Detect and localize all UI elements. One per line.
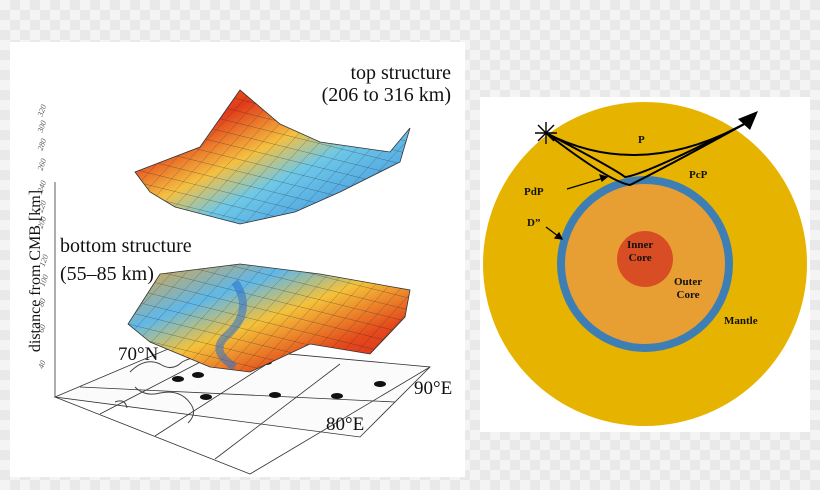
- bottom-structure-range: (55–85 km): [60, 263, 154, 285]
- surface-plot-graphic: [53, 89, 431, 475]
- bottom-structure-label: bottom structure (55–85 km): [60, 232, 192, 288]
- ray-paths: [545, 121, 749, 187]
- label-pointer-arrows: [545, 174, 609, 240]
- inner-core-label-line1: Inner: [627, 239, 654, 251]
- longitude-label-90e: 90°E: [414, 378, 453, 399]
- latitude-label: 70°N: [118, 344, 159, 365]
- base-plane: [53, 182, 431, 475]
- top-structure-label: top structure (206 to 316 km): [322, 62, 451, 106]
- inner-core-label: Inner Core: [627, 239, 653, 265]
- left-figure-panel: top structure (206 to 316 km) bottom str…: [10, 42, 465, 477]
- top-surface: [134, 89, 411, 225]
- top-structure-range: (206 to 316 km): [321, 84, 451, 106]
- p-wave-label: P: [638, 134, 645, 146]
- right-figure-panel: P PdP PcP D” Inner Core Outer Core Mantl…: [480, 97, 810, 432]
- pdp-wave-label: PdP: [524, 186, 544, 198]
- receiver-arrow-icon: [738, 111, 758, 130]
- outer-core-label-line2: Core: [676, 289, 700, 301]
- bottom-structure-title: bottom structure: [60, 235, 192, 257]
- d-double-prime-label: D”: [527, 217, 541, 229]
- pcp-wave-label: PcP: [689, 169, 708, 181]
- longitude-label-80e: 80°E: [326, 414, 365, 435]
- inner-core-layer: [617, 231, 673, 287]
- outer-core-label: Outer Core: [674, 276, 702, 302]
- outer-core-label-line1: Outer: [674, 276, 703, 288]
- top-structure-title: top structure: [350, 62, 451, 84]
- inner-core-label-line2: Core: [628, 252, 652, 264]
- bottom-surface: [127, 263, 411, 373]
- mantle-label: Mantle: [724, 315, 758, 327]
- earth-cross-section: [483, 102, 807, 426]
